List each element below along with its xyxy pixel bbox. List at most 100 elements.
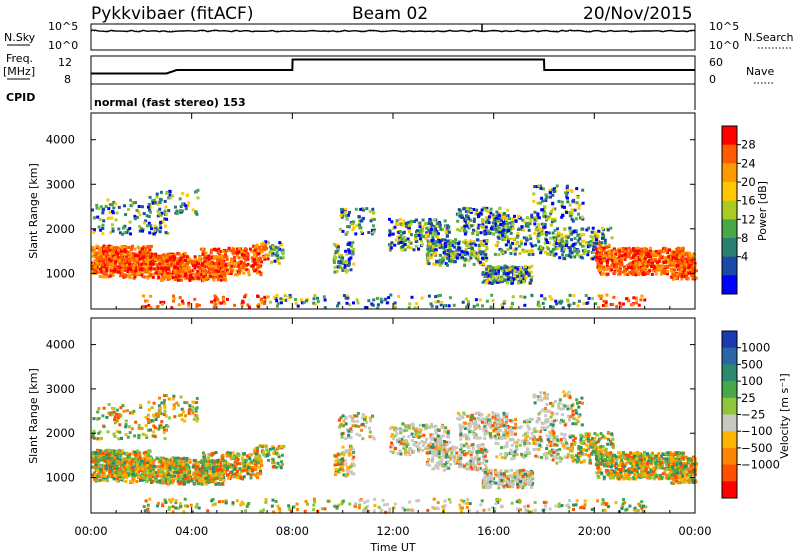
range-cell [219, 301, 223, 305]
range-cell [597, 242, 601, 246]
range-cell [516, 231, 520, 235]
range-cell [601, 226, 604, 230]
range-cell [568, 226, 572, 230]
range-cell [632, 296, 636, 300]
range-cell [129, 470, 132, 473]
range-cell [517, 244, 521, 248]
range-cell [347, 257, 351, 261]
range-cell [154, 476, 158, 480]
range-cell [131, 268, 135, 272]
range-cell [688, 258, 692, 262]
range-cell [678, 274, 682, 278]
colorbar-segment [722, 163, 737, 183]
range-cell [635, 249, 639, 253]
range-cell [182, 457, 186, 461]
range-cell [491, 221, 495, 225]
range-cell [156, 266, 160, 270]
range-cell [153, 257, 157, 261]
range-cell [524, 276, 528, 280]
range-cell [650, 273, 654, 276]
range-cell [104, 248, 108, 252]
range-cell [133, 267, 137, 271]
range-cell [351, 252, 354, 256]
range-cell [659, 249, 663, 253]
range-cell [518, 216, 522, 220]
range-cell [128, 459, 132, 463]
range-cell [99, 228, 103, 232]
range-cell [536, 300, 540, 304]
range-cell [222, 259, 226, 263]
range-cell [605, 293, 609, 297]
range-cell [632, 247, 635, 251]
range-cell [263, 295, 267, 299]
range-cell [102, 255, 106, 259]
range-cell [367, 299, 371, 303]
range-cell [452, 303, 456, 307]
range-cell [503, 278, 507, 282]
range-cell [253, 269, 257, 273]
range-cell [188, 278, 192, 282]
range-cell [187, 272, 191, 276]
range-cell [257, 265, 261, 269]
range-cell [127, 254, 131, 258]
range-cell [336, 304, 339, 308]
range-cell [241, 262, 245, 266]
range-cell [316, 300, 320, 304]
range-cell [136, 272, 139, 276]
range-cell [252, 258, 256, 262]
range-cell [621, 257, 625, 260]
range-cell [152, 459, 156, 462]
range-cell [400, 237, 404, 241]
range-cell [518, 252, 522, 256]
range-cell [217, 276, 221, 280]
range-cell [138, 257, 142, 261]
range-cell [481, 223, 485, 227]
range-cell [508, 268, 512, 271]
range-cell [596, 247, 600, 250]
range-cell [623, 265, 627, 269]
range-cell [691, 275, 695, 279]
range-cell [418, 237, 422, 241]
range-cell [511, 241, 514, 245]
range-cell [594, 302, 598, 306]
range-cell [107, 461, 110, 465]
range-cell [426, 232, 430, 236]
range-cell [501, 231, 505, 235]
range-cell [549, 212, 553, 216]
range-cell [494, 221, 497, 225]
range-cell [142, 477, 146, 480]
range-cell [525, 238, 529, 242]
range-cell [130, 246, 134, 249]
range-cell [545, 233, 548, 237]
range-cell [175, 460, 179, 464]
range-cell [551, 305, 555, 309]
range-cell [576, 304, 580, 308]
range-cell [94, 451, 98, 455]
range-cell [148, 466, 152, 470]
range-cell [660, 269, 664, 273]
range-cell [632, 267, 636, 271]
range-cell [126, 270, 130, 273]
range-cell [138, 264, 142, 268]
range-cell [367, 231, 371, 234]
range-cell [446, 263, 449, 267]
range-cell [540, 196, 544, 200]
range-cell [529, 218, 533, 222]
range-cell [664, 260, 668, 264]
range-cell [471, 231, 475, 235]
range-cell [505, 265, 509, 269]
range-cell [485, 247, 489, 251]
range-cell [127, 246, 131, 249]
range-cell [158, 200, 162, 204]
range-cell [494, 276, 498, 280]
range-cell [173, 474, 176, 478]
range-cell [120, 260, 124, 264]
range-cell [177, 278, 180, 282]
range-cell [267, 241, 270, 245]
range-cell [568, 293, 572, 297]
range-cell [237, 264, 241, 268]
range-cell [154, 252, 158, 256]
range-cell [252, 244, 256, 248]
range-cell [588, 244, 592, 248]
